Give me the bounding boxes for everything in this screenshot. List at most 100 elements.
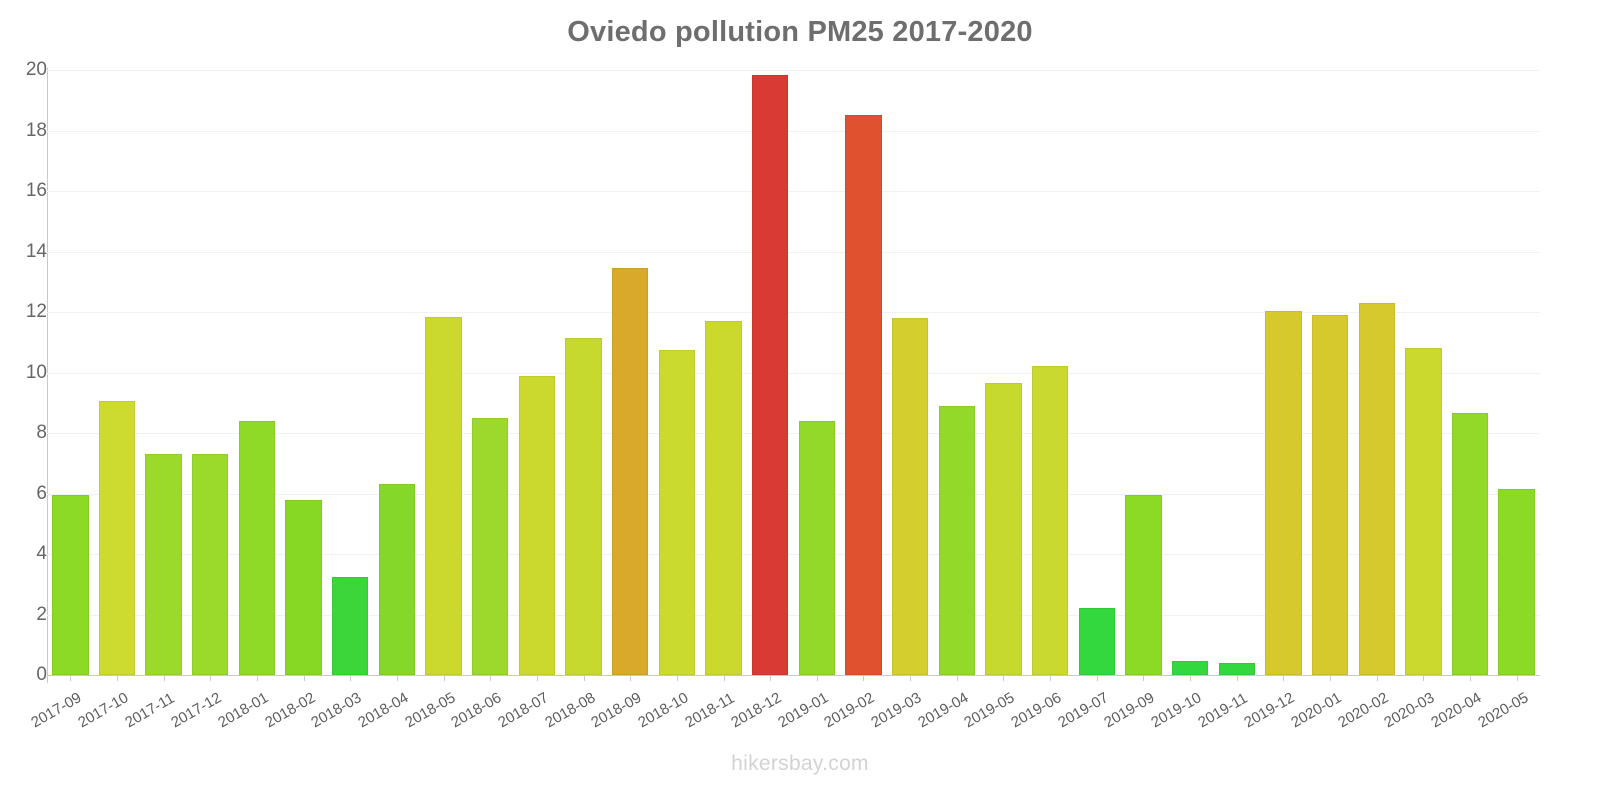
x-tick-mark: [396, 675, 398, 681]
x-tick-label: 2020-05: [1474, 689, 1532, 732]
x-tick-mark: [863, 675, 865, 681]
gridline: [47, 251, 1540, 253]
x-tick-mark: [816, 675, 818, 681]
x-tick-label: 2019-03: [868, 689, 925, 732]
x-tick-label: 2017-10: [75, 689, 132, 732]
bar[interactable]: [845, 115, 882, 675]
x-tick-mark: [1050, 675, 1052, 681]
x-tick-label: 2019-02: [821, 689, 878, 732]
x-tick-label: 2018-06: [448, 689, 505, 732]
x-tick-mark: [676, 675, 678, 681]
bar[interactable]: [1078, 608, 1115, 675]
x-tick-label: 2018-03: [308, 689, 365, 732]
x-tick-mark: [256, 675, 258, 681]
bar[interactable]: [891, 318, 929, 675]
bar[interactable]: [1218, 662, 1255, 675]
bar[interactable]: [98, 401, 136, 675]
x-tick-label: 2019-06: [1008, 689, 1065, 732]
gridline: [47, 130, 1540, 132]
x-tick-label: 2018-04: [355, 689, 412, 732]
x-tick-label: 2018-12: [728, 689, 785, 732]
gridline: [47, 493, 1540, 495]
x-tick-label: 2018-07: [495, 689, 552, 732]
x-tick-label: 2019-04: [915, 689, 972, 732]
bar[interactable]: [1311, 315, 1349, 675]
y-tick-label: 4: [36, 543, 47, 564]
x-tick-label: 2018-10: [635, 689, 692, 732]
bar[interactable]: [1498, 488, 1535, 675]
x-tick-label: 2018-01: [215, 689, 272, 732]
x-tick-label: 2018-08: [541, 689, 598, 732]
x-tick-mark: [1190, 675, 1192, 681]
bar[interactable]: [518, 375, 556, 675]
bar[interactable]: [238, 420, 276, 675]
bar[interactable]: [658, 349, 696, 675]
x-tick-mark: [1143, 675, 1145, 681]
watermark: hikersbay.com: [731, 752, 869, 775]
bar[interactable]: [425, 316, 462, 675]
y-tick-label: 18: [25, 119, 47, 141]
x-tick-mark: [490, 675, 492, 681]
gridline: [47, 70, 1540, 71]
gridline: [47, 372, 1540, 374]
x-tick-label: 2019-09: [1101, 689, 1158, 732]
x-tick-mark: [630, 675, 632, 681]
x-tick-mark: [1330, 675, 1332, 681]
x-tick-mark: [583, 675, 585, 681]
x-tick-mark: [956, 675, 958, 681]
x-tick-label: 2019-05: [961, 689, 1018, 732]
x-tick-mark: [443, 675, 445, 681]
bar[interactable]: [1358, 302, 1395, 675]
bar[interactable]: [705, 321, 742, 675]
chart-title: Oviedo pollution PM25 2017-2020: [567, 16, 1033, 48]
x-tick-mark: [1423, 675, 1425, 681]
bar[interactable]: [938, 405, 975, 675]
x-tick-label: 2018-09: [588, 689, 645, 732]
bar[interactable]: [285, 499, 322, 675]
x-tick-label: 2020-04: [1428, 689, 1485, 732]
y-tick-label: 2: [36, 603, 47, 625]
x-tick-label: 2020-02: [1334, 689, 1392, 732]
y-tick-label: 12: [25, 301, 47, 322]
x-tick-mark: [1003, 675, 1005, 681]
bar[interactable]: [985, 383, 1022, 675]
bar[interactable]: [798, 420, 836, 675]
x-tick-label: 2020-03: [1381, 689, 1438, 732]
x-tick-mark: [350, 675, 352, 681]
bar[interactable]: [145, 454, 182, 675]
bar[interactable]: [332, 576, 369, 675]
x-tick-mark: [1470, 675, 1472, 681]
x-tick-label: 2019-12: [1241, 689, 1298, 732]
x-tick-label: 2018-11: [681, 689, 737, 732]
gridline: [47, 554, 1540, 555]
x-tick-label: 2019-07: [1055, 689, 1112, 732]
x-tick-mark: [163, 675, 165, 681]
x-tick-mark: [1376, 675, 1378, 681]
bar[interactable]: [1265, 310, 1302, 675]
bar[interactable]: [612, 268, 649, 675]
gridline: [47, 433, 1540, 434]
bar[interactable]: [1405, 348, 1442, 675]
x-tick-label: 2020-01: [1288, 689, 1345, 732]
x-tick-mark: [210, 675, 212, 681]
bar[interactable]: [472, 417, 509, 675]
bar[interactable]: [565, 337, 602, 675]
bar[interactable]: [1125, 495, 1162, 675]
x-tick-mark: [910, 675, 912, 681]
x-tick-label: 2019-11: [1194, 689, 1251, 732]
x-tick-mark: [1096, 675, 1098, 681]
bar[interactable]: [192, 454, 229, 675]
bar[interactable]: [1451, 413, 1489, 675]
bar[interactable]: [751, 74, 789, 675]
bar[interactable]: [378, 484, 416, 675]
x-tick-mark: [1283, 675, 1285, 681]
bar[interactable]: [1171, 661, 1209, 675]
bar[interactable]: [1031, 366, 1069, 675]
x-tick-mark: [70, 675, 72, 681]
x-tick-mark: [1516, 675, 1518, 681]
bar[interactable]: [52, 495, 89, 675]
y-tick-label: 16: [25, 180, 47, 201]
x-tick-mark: [723, 675, 725, 681]
y-axis-line: [47, 68, 48, 683]
